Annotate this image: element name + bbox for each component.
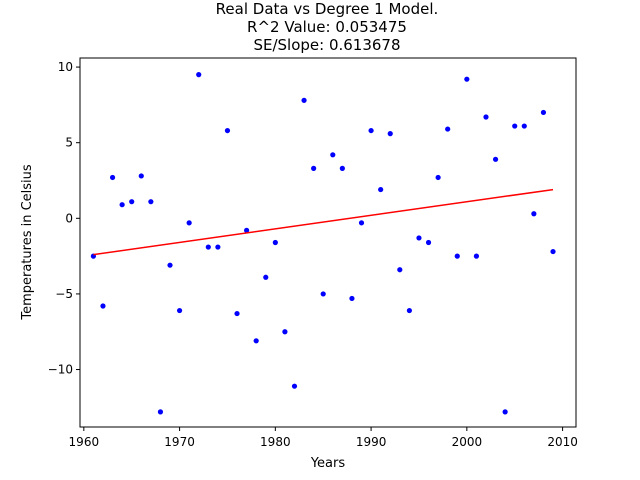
data-point [531, 211, 537, 217]
x-tick-label: 2010 [547, 435, 578, 449]
data-point [512, 123, 518, 129]
data-point [129, 199, 135, 205]
data-point [473, 253, 480, 259]
data-point [253, 338, 259, 344]
data-point [521, 123, 527, 129]
data-point [282, 329, 288, 335]
data-point [454, 253, 460, 259]
model-fit-line [93, 188, 554, 256]
x-axis-label: Years [310, 456, 346, 471]
data-point [167, 262, 173, 268]
data-point [406, 307, 412, 314]
y-axis: −10 −5 0 5 10 [48, 60, 80, 377]
data-point [378, 186, 384, 193]
data-point [540, 109, 547, 116]
data-point [224, 127, 231, 134]
chart-title: Real Data vs Degree 1 Model. R^2 Value: … [216, 0, 439, 54]
y-tick-label: −5 [55, 287, 73, 301]
data-point [492, 156, 499, 162]
y-tick-label: 0 [65, 211, 73, 225]
data-point [234, 310, 240, 317]
data-point [483, 114, 489, 120]
data-point [435, 174, 441, 181]
y-axis-label: Temperatures in Celsius [20, 164, 35, 321]
x-tick-label: 1960 [69, 435, 100, 449]
y-tick-label: 5 [65, 136, 73, 150]
data-point [550, 248, 556, 255]
data-point [320, 291, 326, 297]
chart-title-line-1: Real Data vs Degree 1 Model. [216, 0, 439, 18]
chart-title-line-2: R^2 Value: 0.053475 [247, 18, 407, 36]
data-point [215, 244, 221, 250]
data-point [148, 199, 154, 205]
data-point [301, 97, 307, 103]
plot-frame [79, 57, 577, 428]
data-point [464, 76, 470, 82]
data-point [205, 244, 211, 250]
data-point [502, 409, 508, 415]
x-tick-label: 2000 [452, 435, 483, 449]
data-point [339, 165, 345, 171]
data-point [100, 303, 106, 309]
data-point [196, 72, 202, 78]
x-tick-label: 1970 [164, 435, 195, 449]
data-point [311, 165, 317, 171]
data-point [272, 239, 278, 246]
x-axis: 1960 1970 1980 1990 2000 2010 [69, 427, 578, 449]
data-point [330, 152, 336, 158]
data-point [186, 220, 192, 226]
data-point [291, 383, 298, 389]
data-point [358, 220, 365, 226]
data-point [425, 239, 432, 246]
data-point [349, 295, 355, 302]
data-point [416, 235, 422, 241]
data-point [387, 131, 393, 137]
data-point [138, 173, 144, 179]
x-tick-label: 1990 [356, 435, 387, 449]
data-point [176, 307, 183, 314]
plot-area [90, 72, 556, 415]
data-point [445, 126, 451, 132]
y-tick-label: 10 [58, 60, 73, 74]
x-tick-label: 1980 [260, 435, 291, 449]
chart-title-line-3: SE/Slope: 0.613678 [253, 36, 400, 54]
data-point [244, 227, 250, 233]
data-point [368, 127, 374, 134]
data-point [263, 274, 269, 280]
y-tick-label: −10 [48, 363, 73, 377]
data-point [397, 267, 403, 273]
data-point [109, 174, 116, 181]
data-point [119, 202, 125, 208]
data-point [157, 409, 164, 415]
